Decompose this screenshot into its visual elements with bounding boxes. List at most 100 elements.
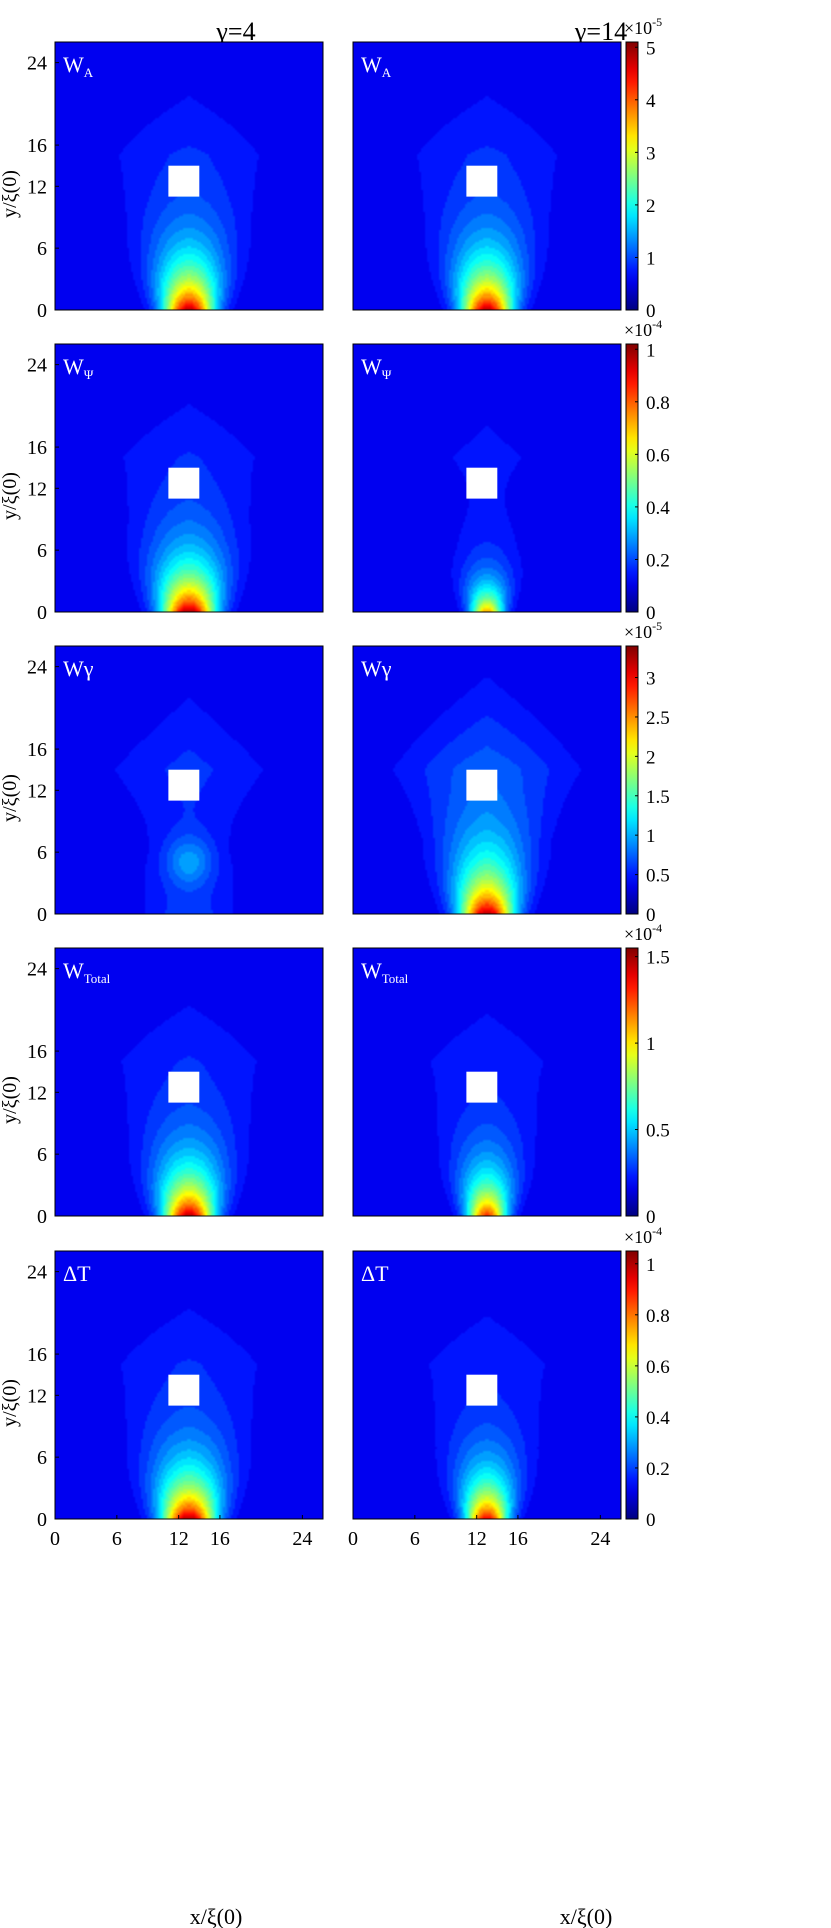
x-axis-label-right: x/ξ(0) — [560, 1904, 613, 1928]
row-5-y-tick-0: 0 — [37, 1509, 47, 1531]
column-title-gamma-14: γ=14 — [574, 17, 627, 46]
row-5-panel-gamma-4-label: ΔT — [63, 1261, 91, 1286]
row-2-y-tick-16: 16 — [27, 437, 47, 459]
row-3-panel-gamma-4-frame — [54, 645, 324, 915]
row-5-panel-gamma-4-frame — [54, 1250, 324, 1520]
row-5-colorbar-tick-0: 0 — [646, 1510, 656, 1531]
row-2-colorbar-tick-4: 0.8 — [646, 393, 670, 414]
row-2-colorbar-tick-1: 0.2 — [646, 550, 670, 571]
row-3-y-tick-12: 12 — [27, 780, 47, 802]
row-3-panel-gamma-14-label: Wγ — [361, 656, 392, 681]
row-5-y-tick-24: 24 — [27, 1262, 47, 1284]
row-3-y-axis-label: y/ξ(0) — [0, 774, 21, 822]
row-4-colorbar-tick-1: 0.5 — [646, 1121, 670, 1142]
row-2-colorbar-tick-0: 0 — [646, 603, 656, 624]
row-5-panel-gamma-4-hole — [168, 1374, 200, 1406]
row-1-panel-gamma-14-label: WA — [361, 52, 392, 80]
x-axis-label-left: x/ξ(0) — [190, 1904, 243, 1928]
row-1-panel-gamma-14-hole — [466, 165, 498, 197]
row-2-y-tick-12: 12 — [27, 478, 47, 500]
row-5-panel-gamma-4-x-tick-16: 16 — [210, 1528, 230, 1550]
row-2-colorbar-tick-5: 1 — [646, 340, 656, 361]
row-2-y-tick-6: 6 — [37, 540, 47, 562]
row-4-y-axis-label: y/ξ(0) — [0, 1076, 21, 1124]
row-2-y-axis-label: y/ξ(0) — [0, 472, 21, 520]
row-4-y-tick-24: 24 — [27, 959, 47, 981]
row-4-panel-gamma-4-frame — [54, 947, 324, 1217]
row-3-colorbar-exponent: ×10-5 — [624, 619, 662, 642]
row-5-colorbar-tick-5: 1 — [646, 1255, 656, 1276]
row-2-panel-gamma-14-frame — [352, 343, 622, 613]
row-5-colorbar — [625, 1250, 639, 1520]
row-4-y-tick-0: 0 — [37, 1206, 47, 1228]
row-5-y-tick-12: 12 — [27, 1385, 47, 1407]
row-1-colorbar-tick-2: 2 — [646, 196, 656, 217]
row-4-panel-gamma-14-hole — [466, 1071, 498, 1103]
row-3-panel-gamma-14-hole — [466, 769, 498, 801]
row-5-panel-gamma-14-x-tick-0: 0 — [348, 1528, 358, 1550]
row-3-y-tick-24: 24 — [27, 657, 47, 679]
row-1-y-axis-label: y/ξ(0) — [0, 170, 21, 218]
row-5-colorbar-tick-3: 0.6 — [646, 1357, 670, 1378]
row-3-colorbar-tick-0: 0 — [646, 905, 656, 926]
row-1-colorbar-tick-1: 1 — [646, 248, 656, 269]
row-3-colorbar-tick-6: 3 — [646, 669, 656, 690]
row-1-colorbar-tick-0: 0 — [646, 301, 656, 322]
row-4-colorbar-tick-0: 0 — [646, 1207, 656, 1228]
row-5-panel-gamma-4-x-tick-0: 0 — [50, 1528, 60, 1550]
row-3-colorbar-tick-4: 2 — [646, 747, 656, 768]
row-1-panel-gamma-14-frame — [352, 41, 622, 311]
row-4-panel-gamma-14-label: WTotal — [361, 958, 409, 986]
row-5-panel-gamma-14-x-tick-12: 12 — [467, 1528, 487, 1550]
row-4-panel-gamma-14-frame — [352, 947, 622, 1217]
row-5-panel-gamma-14-x-tick-16: 16 — [508, 1528, 528, 1550]
row-3-colorbar-tick-2: 1 — [646, 826, 656, 847]
row-2-colorbar-tick-3: 0.6 — [646, 445, 670, 466]
row-3-panel-gamma-4-hole — [168, 769, 200, 801]
row-2-panel-gamma-4-frame — [54, 343, 324, 613]
row-4-colorbar-exponent: ×10-4 — [624, 921, 662, 944]
row-4-panel-gamma-4-label: WTotal — [63, 958, 111, 986]
row-1-colorbar-exponent: ×10-5 — [624, 15, 662, 38]
row-2-colorbar-exponent: ×10-4 — [624, 317, 662, 340]
row-1-panel-gamma-4-frame — [54, 41, 324, 311]
row-3-y-tick-16: 16 — [27, 739, 47, 761]
row-5-colorbar-tick-4: 0.8 — [646, 1306, 670, 1327]
row-3-panel-gamma-4-label: Wγ — [63, 656, 94, 681]
row-1-panel-gamma-4-hole — [168, 165, 200, 197]
row-3-colorbar — [625, 645, 639, 915]
row-5-y-tick-6: 6 — [37, 1447, 47, 1469]
row-1-colorbar-tick-3: 3 — [646, 143, 656, 164]
row-5-panel-gamma-14-x-tick-6: 6 — [410, 1528, 420, 1550]
row-5-panel-gamma-14-hole — [466, 1374, 498, 1406]
row-4-y-tick-6: 6 — [37, 1144, 47, 1166]
row-4-y-tick-12: 12 — [27, 1082, 47, 1104]
row-1-y-tick-16: 16 — [27, 135, 47, 157]
row-1-y-tick-12: 12 — [27, 176, 47, 198]
row-5-panel-gamma-4-x-tick-6: 6 — [112, 1528, 122, 1550]
row-2-panel-gamma-14-hole — [466, 467, 498, 499]
row-2-y-tick-0: 0 — [37, 602, 47, 624]
row-5-y-axis-label: y/ξ(0) — [0, 1379, 21, 1427]
row-5-y-tick-16: 16 — [27, 1344, 47, 1366]
column-title-gamma-4: γ=4 — [215, 17, 255, 46]
row-3-colorbar-tick-3: 1.5 — [646, 787, 670, 808]
row-5-panel-gamma-14-label: ΔT — [361, 1261, 389, 1286]
row-1-colorbar — [625, 41, 639, 311]
row-5-panel-gamma-4-x-tick-12: 12 — [169, 1528, 189, 1550]
row-1-y-tick-0: 0 — [37, 300, 47, 322]
row-4-panel-gamma-4-hole — [168, 1071, 200, 1103]
row-1-y-tick-24: 24 — [27, 53, 47, 75]
row-2-panel-gamma-14-label: WΨ — [361, 354, 392, 382]
row-4-colorbar-tick-2: 1 — [646, 1034, 656, 1055]
row-3-y-tick-6: 6 — [37, 842, 47, 864]
row-5-panel-gamma-14-frame — [352, 1250, 622, 1520]
row-3-y-tick-0: 0 — [37, 904, 47, 926]
row-3-colorbar-tick-1: 0.5 — [646, 866, 670, 887]
row-1-colorbar-tick-4: 4 — [646, 91, 656, 112]
row-4-colorbar-tick-3: 1.5 — [646, 948, 670, 969]
row-5-colorbar-exponent: ×10-4 — [624, 1224, 662, 1247]
row-1-colorbar-tick-5: 5 — [646, 38, 656, 59]
row-3-panel-gamma-14-frame — [352, 645, 622, 915]
